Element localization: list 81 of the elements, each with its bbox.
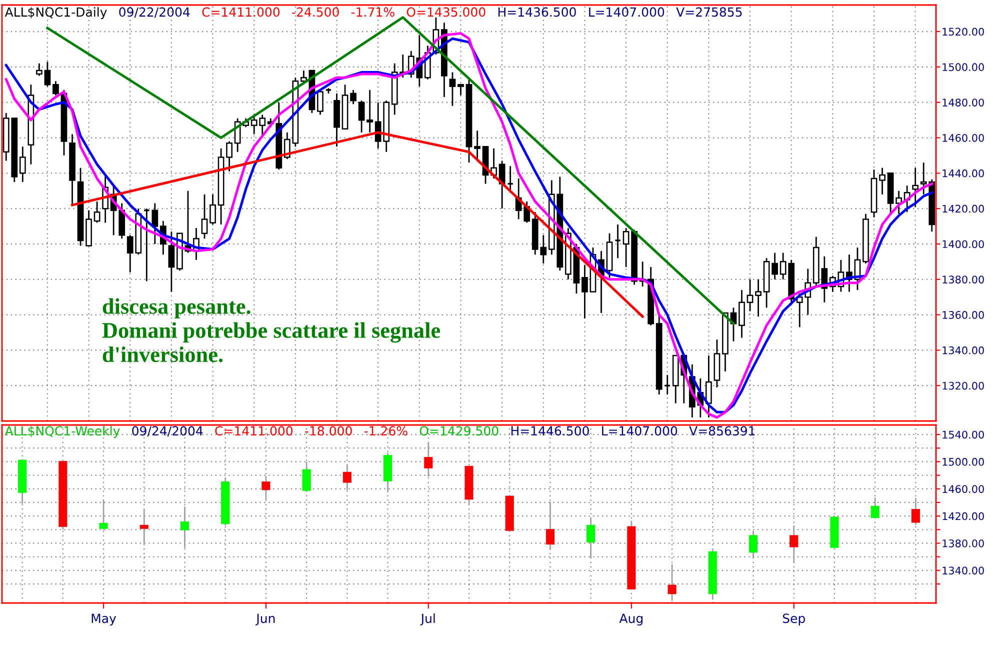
annotation: C=1411.000: [202, 7, 280, 17]
x-tick-label: Aug: [619, 614, 643, 626]
candlestick: [424, 441, 433, 478]
candlestick: [911, 497, 920, 526]
candlestick: [706, 354, 712, 418]
candlestick: [790, 524, 798, 563]
annotation: -24.500: [292, 7, 339, 17]
y-tick-label: 1460.00: [942, 134, 984, 142]
annotation: -1.71%: [351, 7, 394, 17]
annotation: L=1407.000: [602, 426, 678, 436]
y-tick-label: 1520.00: [942, 28, 984, 36]
candlestick: [210, 194, 216, 226]
annotation: discesa pesante. Domani potrebbe scattare il segnale d'inversione.: [102, 298, 440, 362]
annotation: V=856391: [689, 426, 755, 436]
annotation: H=1436.500: [498, 7, 576, 17]
chart-title: ALL$NQC1-Daily: [4, 7, 107, 20]
y-tick-label: 1460.00: [942, 485, 984, 493]
annotation: 09/22/2004: [119, 7, 190, 18]
candlestick: [772, 252, 778, 280]
candlestick: [168, 230, 175, 292]
candlestick: [474, 130, 480, 160]
candlestick: [896, 190, 902, 215]
annotation: 09/24/2004: [132, 426, 203, 437]
y-tick-label: 1340.00: [942, 346, 984, 354]
candlestick: [586, 516, 596, 559]
annotation: -18.000: [305, 426, 352, 436]
annotation: C=1411.000: [215, 426, 293, 436]
candlestick: [140, 509, 148, 545]
candlestick: [262, 475, 270, 502]
x-tick-label: Jun: [256, 614, 275, 626]
annotation: V=275855: [676, 7, 742, 17]
candlestick: [36, 62, 42, 77]
y-tick-label: 1380.00: [942, 276, 984, 284]
candlestick: [94, 200, 100, 224]
candlestick: [582, 264, 588, 320]
candlestick: [546, 501, 554, 551]
candlestick: [870, 497, 880, 518]
y-tick-label: 1420.00: [942, 512, 984, 520]
candlestick: [622, 227, 630, 268]
candlestick: [302, 460, 311, 492]
candlestick: [350, 89, 356, 105]
y-tick-label: 1380.00: [942, 539, 984, 548]
x-tick-label: Jul: [420, 613, 435, 626]
candlestick: [19, 146, 26, 183]
y-tick-label: 1400.00: [942, 240, 984, 248]
candlestick: [366, 89, 373, 134]
candlestick: [449, 72, 456, 107]
y-tick-label: 1360.00: [942, 311, 984, 319]
candlestick: [152, 202, 158, 245]
annotation: L=1407.000: [589, 7, 664, 17]
candlestick: [746, 278, 754, 312]
annotation: O=1435.000: [406, 7, 486, 17]
candlestick: [458, 84, 464, 96]
candlestick: [738, 289, 745, 338]
y-tick-label: 1540.00: [942, 430, 984, 439]
annotation: H=1446.500: [511, 426, 589, 436]
candlestick: [748, 530, 758, 559]
candlestick: [99, 500, 108, 530]
candlestick: [755, 278, 762, 318]
candlestick: [201, 194, 208, 240]
candlestick: [614, 224, 622, 259]
annotation: O=1429.500: [420, 426, 498, 436]
candlestick: [879, 167, 886, 196]
candlestick: [180, 506, 190, 549]
y-tick-label: 1420.00: [942, 204, 984, 213]
y-tick-label: 1500.00: [942, 63, 984, 72]
candlestick: [44, 60, 51, 88]
y-tick-label: 1320.00: [942, 382, 984, 390]
y-tick-label: 1480.00: [942, 98, 984, 106]
x-tick-label: Sep: [782, 614, 805, 626]
annotation: -1.26%: [364, 426, 408, 436]
x-tick-label: May: [92, 614, 116, 626]
candlestick: [342, 464, 352, 491]
candlestick: [358, 100, 365, 134]
y-tick-label: 1440.00: [942, 169, 984, 178]
candlestick: [912, 167, 919, 208]
y-tick-label: 1500.00: [942, 458, 984, 466]
candlestick: [52, 80, 59, 96]
candlestick: [226, 140, 232, 172]
y-tick-label: 1340.00: [942, 566, 984, 574]
chart-title: ALL$NQC1-Weekly: [4, 426, 120, 438]
